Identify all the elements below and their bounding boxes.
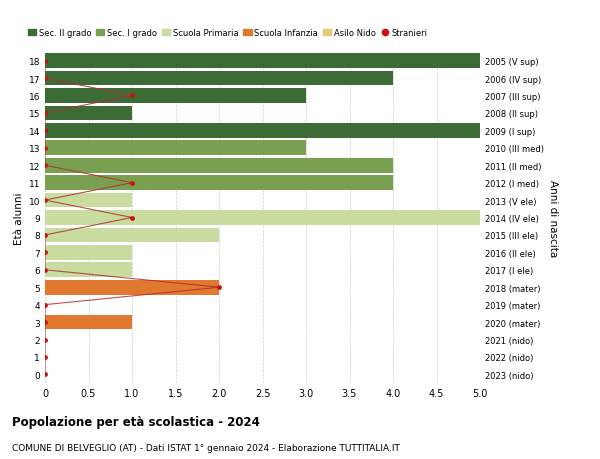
Bar (45, 246, 132, 260)
Bar (45, 193, 132, 208)
Legend: Sec. II grado, Sec. I grado, Scuola Primaria, Scuola Infanzia, Asilo Nido, Stran: Sec. II grado, Sec. I grado, Scuola Prim… (25, 26, 431, 41)
Bar (45, 89, 306, 104)
Bar (45, 123, 480, 139)
Bar (45, 176, 393, 190)
Bar (45, 54, 480, 69)
Text: Popolazione per età scolastica - 2024: Popolazione per età scolastica - 2024 (12, 415, 260, 428)
Bar (45, 228, 219, 243)
Bar (45, 158, 393, 173)
Bar (45, 263, 132, 278)
Bar (45, 141, 306, 156)
Bar (45, 280, 219, 295)
Bar (45, 106, 132, 121)
Bar (45, 211, 480, 225)
Bar (45, 315, 132, 330)
Bar (45, 72, 393, 86)
Y-axis label: Anni di nascita: Anni di nascita (548, 179, 558, 257)
Y-axis label: Età alunni: Età alunni (14, 192, 25, 244)
Text: COMUNE DI BELVEGLIO (AT) - Dati ISTAT 1° gennaio 2024 - Elaborazione TUTTITALIA.: COMUNE DI BELVEGLIO (AT) - Dati ISTAT 1°… (12, 443, 400, 452)
